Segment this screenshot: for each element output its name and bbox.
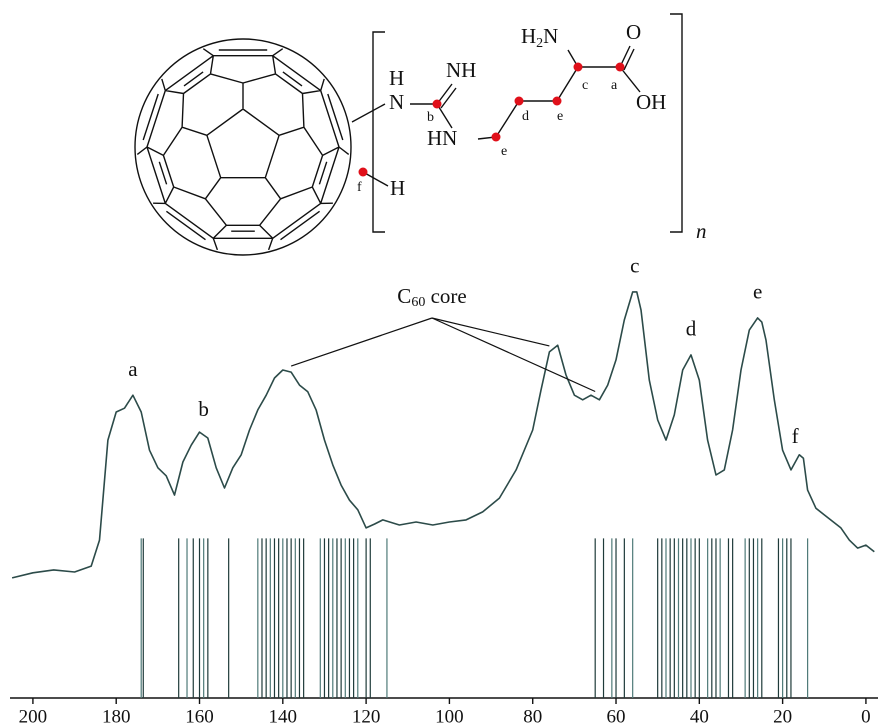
site-label: c [582,78,588,93]
x-tick-label: 40 [690,706,709,727]
site-dots [358,62,625,177]
peak-label: c [630,254,639,278]
site-dot [615,62,625,72]
fullerene [134,38,352,256]
spectrum [11,291,875,579]
site-dot [491,132,501,142]
peak-label: b [198,397,209,421]
site-dot [432,99,442,109]
x-tick-label: 20 [773,706,792,727]
bonds [351,45,641,187]
atom: HN [427,126,457,150]
site-label: a [611,78,618,93]
atom: N [389,90,404,114]
brackets [372,13,683,233]
x-tick-label: 120 [352,706,381,727]
core-pointer [290,317,433,367]
site-dot [358,167,368,177]
fullerene-bonds [136,48,350,251]
x-tick-label: 180 [102,706,131,727]
x-tick-label: 0 [861,706,871,727]
core-text: core [425,284,466,308]
core-text: C [397,284,411,308]
site-label: d [522,109,529,124]
atom: H2N [521,24,558,51]
core-label: C60 core [397,284,466,310]
peak-label: e [753,280,762,304]
x-tick-label: 100 [435,706,464,727]
site-dot [573,62,583,72]
atom: OH [636,90,666,114]
site-label: e [557,109,563,124]
x-tick-label: 140 [269,706,298,727]
x-tick-label: 200 [19,706,48,727]
site-label: f [357,180,362,195]
site-dot [552,96,562,106]
core-pointer [431,317,550,347]
site-dot [514,96,524,106]
atom: N [543,24,558,48]
atom: H [389,66,404,90]
site-label: b [427,110,434,125]
atom: H [521,24,536,48]
core-pointer [431,317,596,393]
x-tick-label: 60 [607,706,626,727]
atom: NH [446,58,476,82]
atom: H [390,176,405,200]
x-tick-label: 80 [523,706,542,727]
subscript: 60 [411,295,425,310]
subscript: 2 [536,36,543,51]
repeat-n: n [696,219,707,243]
fullerene-outline [134,38,352,256]
peak-label: a [128,357,138,381]
peak-label: f [792,424,799,448]
site-label: e [501,144,507,159]
molecule: H N NH HN H2N O OH H n b e d e c a f [351,13,707,243]
x-tick-label: 160 [185,706,214,727]
atom: O [626,20,641,44]
peak-label: d [686,317,697,341]
